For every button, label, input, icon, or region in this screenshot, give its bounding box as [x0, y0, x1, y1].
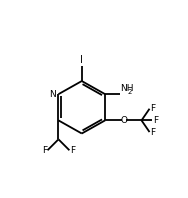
Text: F: F [42, 146, 47, 155]
Text: F: F [70, 146, 75, 155]
Text: N: N [49, 90, 56, 99]
Text: O: O [121, 116, 127, 125]
Text: F: F [150, 104, 155, 113]
Text: NH: NH [120, 84, 134, 93]
Text: 2: 2 [127, 89, 132, 95]
Text: F: F [153, 116, 158, 125]
Text: I: I [80, 55, 83, 65]
Text: F: F [150, 128, 155, 137]
